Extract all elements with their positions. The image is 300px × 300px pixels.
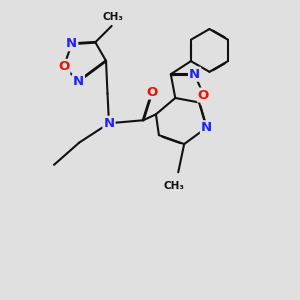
Text: N: N — [66, 37, 77, 50]
Text: O: O — [146, 85, 158, 98]
Text: N: N — [103, 117, 115, 130]
Text: CH₃: CH₃ — [103, 12, 124, 22]
Text: N: N — [201, 121, 212, 134]
Text: N: N — [73, 75, 84, 88]
Text: O: O — [58, 60, 70, 73]
Text: N: N — [189, 68, 200, 81]
Text: CH₃: CH₃ — [163, 181, 184, 190]
Text: O: O — [198, 88, 209, 101]
